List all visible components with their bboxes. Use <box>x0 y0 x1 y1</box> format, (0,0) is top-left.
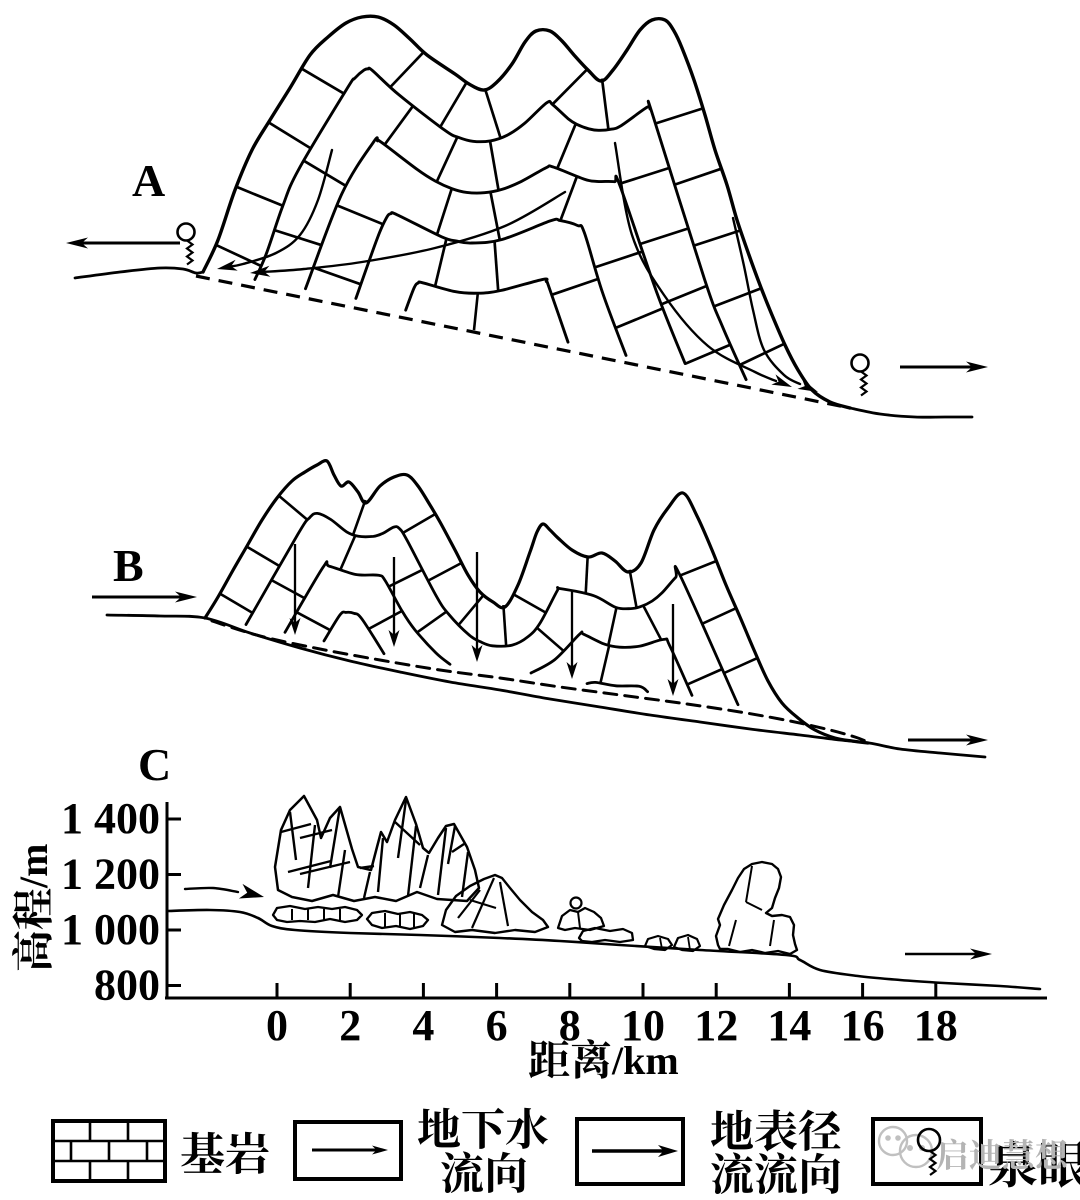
svg-text:18: 18 <box>914 1001 958 1050</box>
svg-text:1 000: 1 000 <box>61 905 160 954</box>
svg-text:B: B <box>113 540 144 591</box>
svg-text:12: 12 <box>694 1001 738 1050</box>
svg-text:800: 800 <box>94 961 160 1010</box>
svg-text:1 200: 1 200 <box>61 850 160 899</box>
svg-text:0: 0 <box>266 1001 288 1050</box>
svg-text:2: 2 <box>339 1001 361 1050</box>
svg-text:1 400: 1 400 <box>61 794 160 843</box>
svg-text:C: C <box>138 739 171 790</box>
svg-text:/km: /km <box>611 1038 679 1083</box>
svg-text:4: 4 <box>412 1001 434 1050</box>
svg-text:/m: /m <box>11 844 56 889</box>
svg-text:8: 8 <box>559 1001 581 1050</box>
svg-text:A: A <box>132 155 165 206</box>
svg-text:6: 6 <box>486 1001 508 1050</box>
svg-text:10: 10 <box>621 1001 665 1050</box>
svg-text:16: 16 <box>841 1001 885 1050</box>
svg-text:14: 14 <box>767 1001 811 1050</box>
